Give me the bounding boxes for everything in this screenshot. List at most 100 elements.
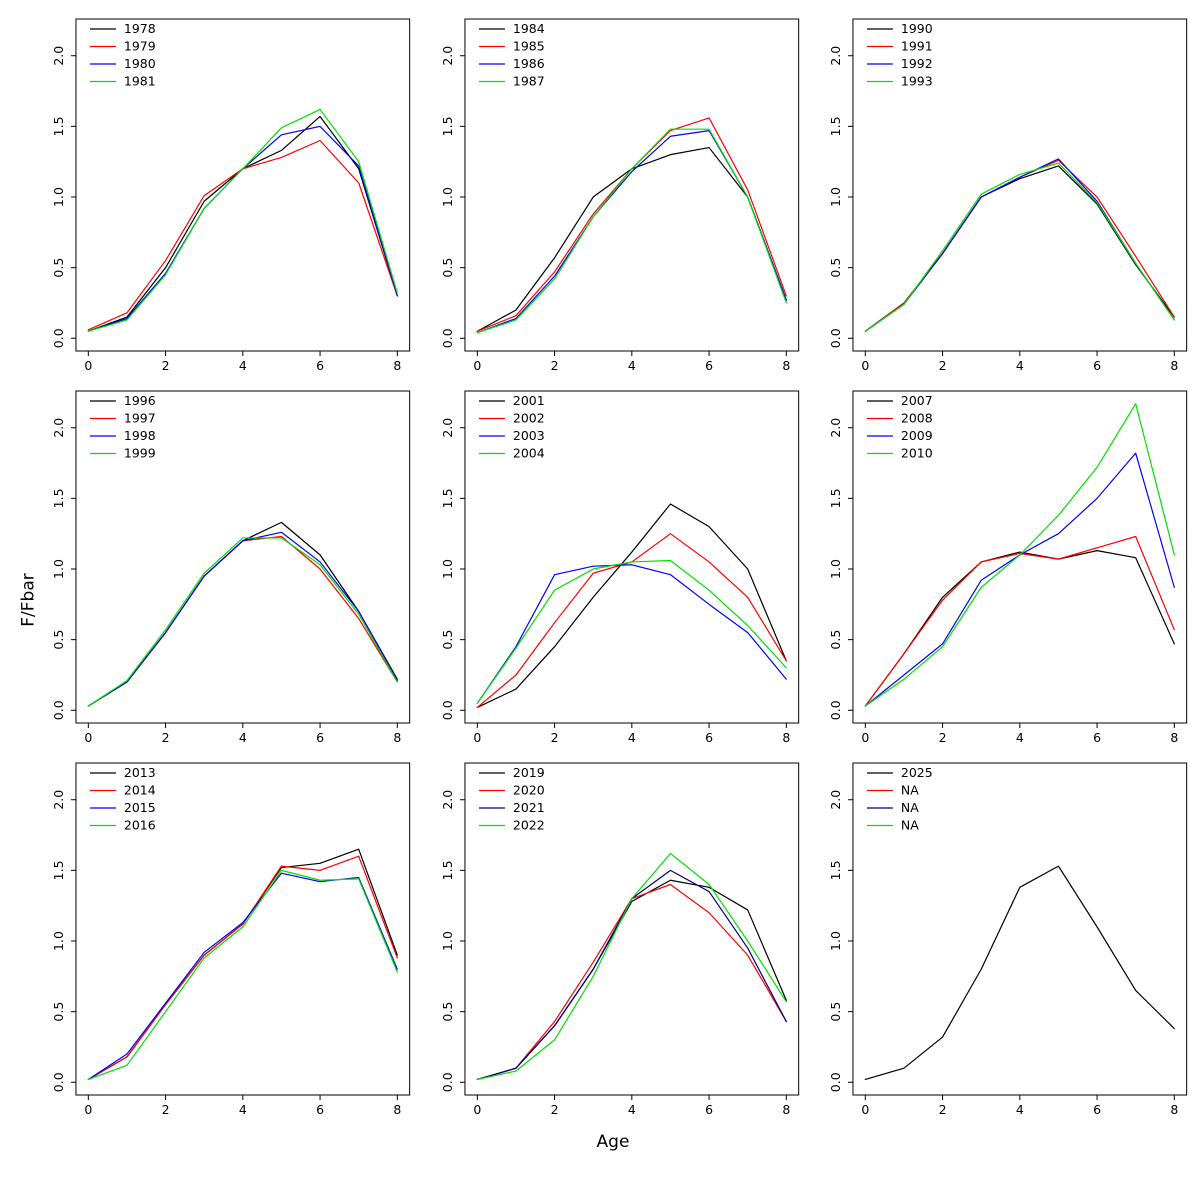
svg-text:6: 6 <box>1093 730 1101 745</box>
svg-text:0.0: 0.0 <box>440 328 455 348</box>
svg-text:1986: 1986 <box>513 56 545 71</box>
svg-text:0.0: 0.0 <box>51 700 66 720</box>
svg-text:6: 6 <box>705 1102 713 1117</box>
svg-text:4: 4 <box>628 730 636 745</box>
svg-text:6: 6 <box>705 730 713 745</box>
svg-text:1980: 1980 <box>124 56 156 71</box>
svg-text:NA: NA <box>901 782 919 797</box>
svg-text:2.0: 2.0 <box>828 46 843 66</box>
panel-1984-1987: 0 2 4 6 8 0.0 0.5 1.0 1.5 2.0 1984 1985 1986 1987 <box>419 10 808 382</box>
svg-text:0.5: 0.5 <box>440 258 455 278</box>
svg-text:8: 8 <box>782 730 790 745</box>
svg-text:6: 6 <box>1093 358 1101 373</box>
svg-text:1.0: 1.0 <box>828 187 843 207</box>
panel-2001-2004: 0 2 4 6 8 0.0 0.5 1.0 1.5 2.0 2001 2002 2003 2004 <box>419 382 808 754</box>
svg-text:0.5: 0.5 <box>51 630 66 650</box>
svg-text:0.0: 0.0 <box>440 1072 455 1092</box>
svg-text:4: 4 <box>1016 730 1024 745</box>
svg-text:1.5: 1.5 <box>51 488 66 508</box>
svg-text:0.0: 0.0 <box>828 700 843 720</box>
svg-text:1.5: 1.5 <box>440 116 455 136</box>
svg-text:NA: NA <box>901 800 919 815</box>
svg-text:2010: 2010 <box>901 445 933 460</box>
svg-text:1998: 1998 <box>124 428 156 443</box>
panel-grid: 0 2 4 6 8 0.0 0.5 1.0 1.5 2.0 1978 1979 1980 1981 0 2 4… <box>30 10 1196 1126</box>
svg-text:8: 8 <box>393 1102 401 1117</box>
panel-2019-2022: 0 2 4 6 8 0.0 0.5 1.0 1.5 2.0 2019 2020 2021 2022 <box>419 754 808 1126</box>
svg-text:0: 0 <box>473 1102 481 1117</box>
svg-text:4: 4 <box>239 1102 247 1117</box>
svg-text:1.5: 1.5 <box>440 860 455 880</box>
svg-text:1992: 1992 <box>901 56 933 71</box>
svg-text:2015: 2015 <box>124 800 156 815</box>
svg-text:8: 8 <box>782 358 790 373</box>
svg-text:1.5: 1.5 <box>828 488 843 508</box>
svg-text:0.5: 0.5 <box>440 630 455 650</box>
svg-text:2: 2 <box>939 730 947 745</box>
svg-text:0: 0 <box>473 730 481 745</box>
svg-text:6: 6 <box>316 1102 324 1117</box>
svg-text:2009: 2009 <box>901 428 933 443</box>
svg-text:2004: 2004 <box>513 445 545 460</box>
svg-text:2001: 2001 <box>513 393 545 408</box>
svg-text:1990: 1990 <box>901 21 933 36</box>
svg-text:8: 8 <box>1171 358 1179 373</box>
svg-text:1.0: 1.0 <box>828 559 843 579</box>
svg-text:2.0: 2.0 <box>440 46 455 66</box>
svg-text:0.0: 0.0 <box>51 328 66 348</box>
svg-text:2.0: 2.0 <box>51 418 66 438</box>
svg-text:6: 6 <box>705 358 713 373</box>
panel-1978-1981: 0 2 4 6 8 0.0 0.5 1.0 1.5 2.0 1978 1979 1980 1981 <box>30 10 419 382</box>
svg-text:1.0: 1.0 <box>440 931 455 951</box>
svg-text:1.0: 1.0 <box>440 187 455 207</box>
svg-text:2022: 2022 <box>513 817 545 832</box>
svg-text:8: 8 <box>1171 730 1179 745</box>
svg-text:2: 2 <box>162 1102 170 1117</box>
panel-2025: 0 2 4 6 8 0.0 0.5 1.0 1.5 2.0 2025 NA NA NA <box>807 754 1196 1126</box>
svg-text:1987: 1987 <box>513 73 545 88</box>
svg-text:2.0: 2.0 <box>828 790 843 810</box>
svg-text:2019: 2019 <box>513 765 545 780</box>
svg-text:8: 8 <box>1171 1102 1179 1117</box>
svg-text:2008: 2008 <box>901 410 933 425</box>
svg-text:0: 0 <box>84 358 92 373</box>
svg-text:1993: 1993 <box>901 73 933 88</box>
svg-text:0.0: 0.0 <box>51 1072 66 1092</box>
svg-text:6: 6 <box>316 730 324 745</box>
svg-text:1.5: 1.5 <box>828 860 843 880</box>
y-axis-title: F/Fbar <box>18 573 39 627</box>
svg-text:1.0: 1.0 <box>828 931 843 951</box>
svg-text:0.0: 0.0 <box>440 700 455 720</box>
svg-text:0: 0 <box>473 358 481 373</box>
svg-text:2.0: 2.0 <box>828 418 843 438</box>
svg-text:2016: 2016 <box>124 817 156 832</box>
svg-text:2: 2 <box>550 358 558 373</box>
svg-text:NA: NA <box>901 817 919 832</box>
svg-text:2: 2 <box>939 358 947 373</box>
svg-text:2.0: 2.0 <box>51 46 66 66</box>
svg-text:0: 0 <box>84 730 92 745</box>
svg-text:6: 6 <box>1093 1102 1101 1117</box>
svg-text:0: 0 <box>84 1102 92 1117</box>
svg-text:1985: 1985 <box>513 38 545 53</box>
svg-text:2003: 2003 <box>513 428 545 443</box>
svg-text:1981: 1981 <box>124 73 156 88</box>
svg-text:2.0: 2.0 <box>440 790 455 810</box>
svg-text:0.5: 0.5 <box>51 1002 66 1022</box>
svg-text:2020: 2020 <box>513 782 545 797</box>
svg-text:2: 2 <box>550 730 558 745</box>
x-axis-title: Age <box>596 1132 630 1152</box>
svg-text:4: 4 <box>628 1102 636 1117</box>
svg-text:2002: 2002 <box>513 410 545 425</box>
svg-text:1978: 1978 <box>124 21 156 36</box>
svg-text:2: 2 <box>939 1102 947 1117</box>
panel-1990-1993: 0 2 4 6 8 0.0 0.5 1.0 1.5 2.0 1990 1991 1992 1993 <box>807 10 1196 382</box>
svg-text:2.0: 2.0 <box>51 790 66 810</box>
svg-text:2: 2 <box>162 730 170 745</box>
svg-text:1991: 1991 <box>901 38 933 53</box>
svg-text:0.5: 0.5 <box>828 630 843 650</box>
svg-text:0.5: 0.5 <box>51 258 66 278</box>
svg-text:0: 0 <box>862 358 870 373</box>
panel-2013-2016: 0 2 4 6 8 0.0 0.5 1.0 1.5 2.0 2013 2014 2015 2016 <box>30 754 419 1126</box>
svg-text:1.0: 1.0 <box>51 931 66 951</box>
